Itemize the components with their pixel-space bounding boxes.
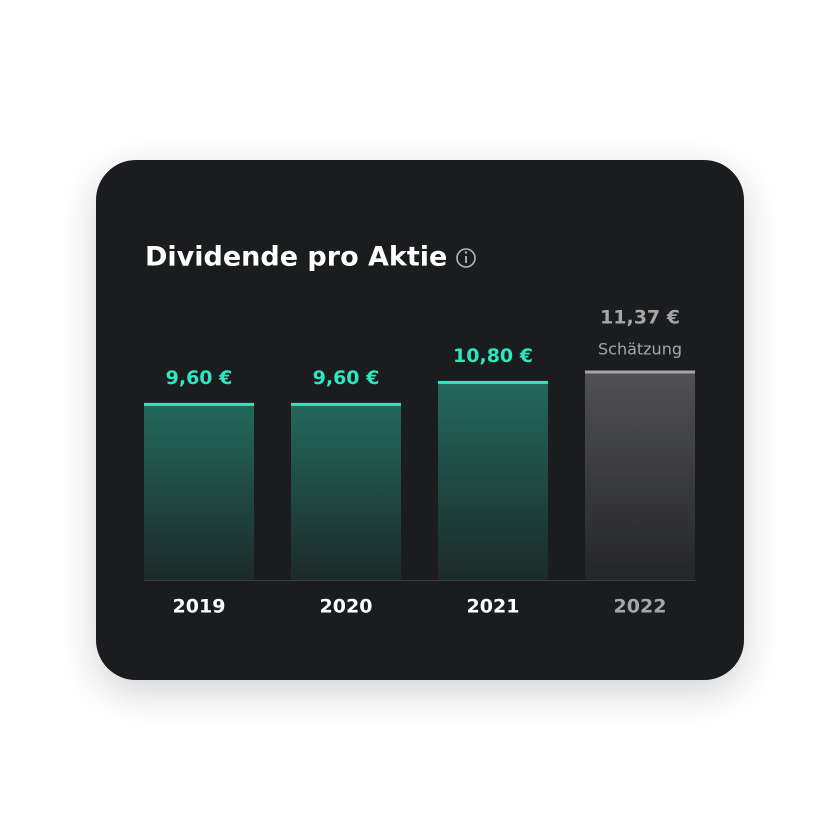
x-tick-label: 2020 [320, 596, 373, 618]
bar-top [585, 370, 695, 374]
value-label: 9,60 € [313, 367, 380, 389]
bar-top [291, 402, 401, 406]
info-icon[interactable] [456, 248, 476, 268]
x-tick-label: 2019 [173, 596, 226, 618]
bar [144, 404, 254, 580]
bar-top [144, 402, 254, 406]
value-label: 11,37 € [600, 307, 680, 329]
bar-top [438, 380, 548, 384]
chart-title: Dividende pro Aktie [145, 242, 447, 273]
annotation: Schätzung [598, 340, 682, 359]
value-label: 9,60 € [166, 367, 233, 389]
x-tick-label: 2021 [467, 596, 520, 618]
bar [438, 382, 548, 580]
value-label: 10,80 € [453, 345, 533, 367]
bar [291, 404, 401, 580]
x-tick-label: 2022 [614, 596, 667, 618]
bar [585, 372, 695, 580]
